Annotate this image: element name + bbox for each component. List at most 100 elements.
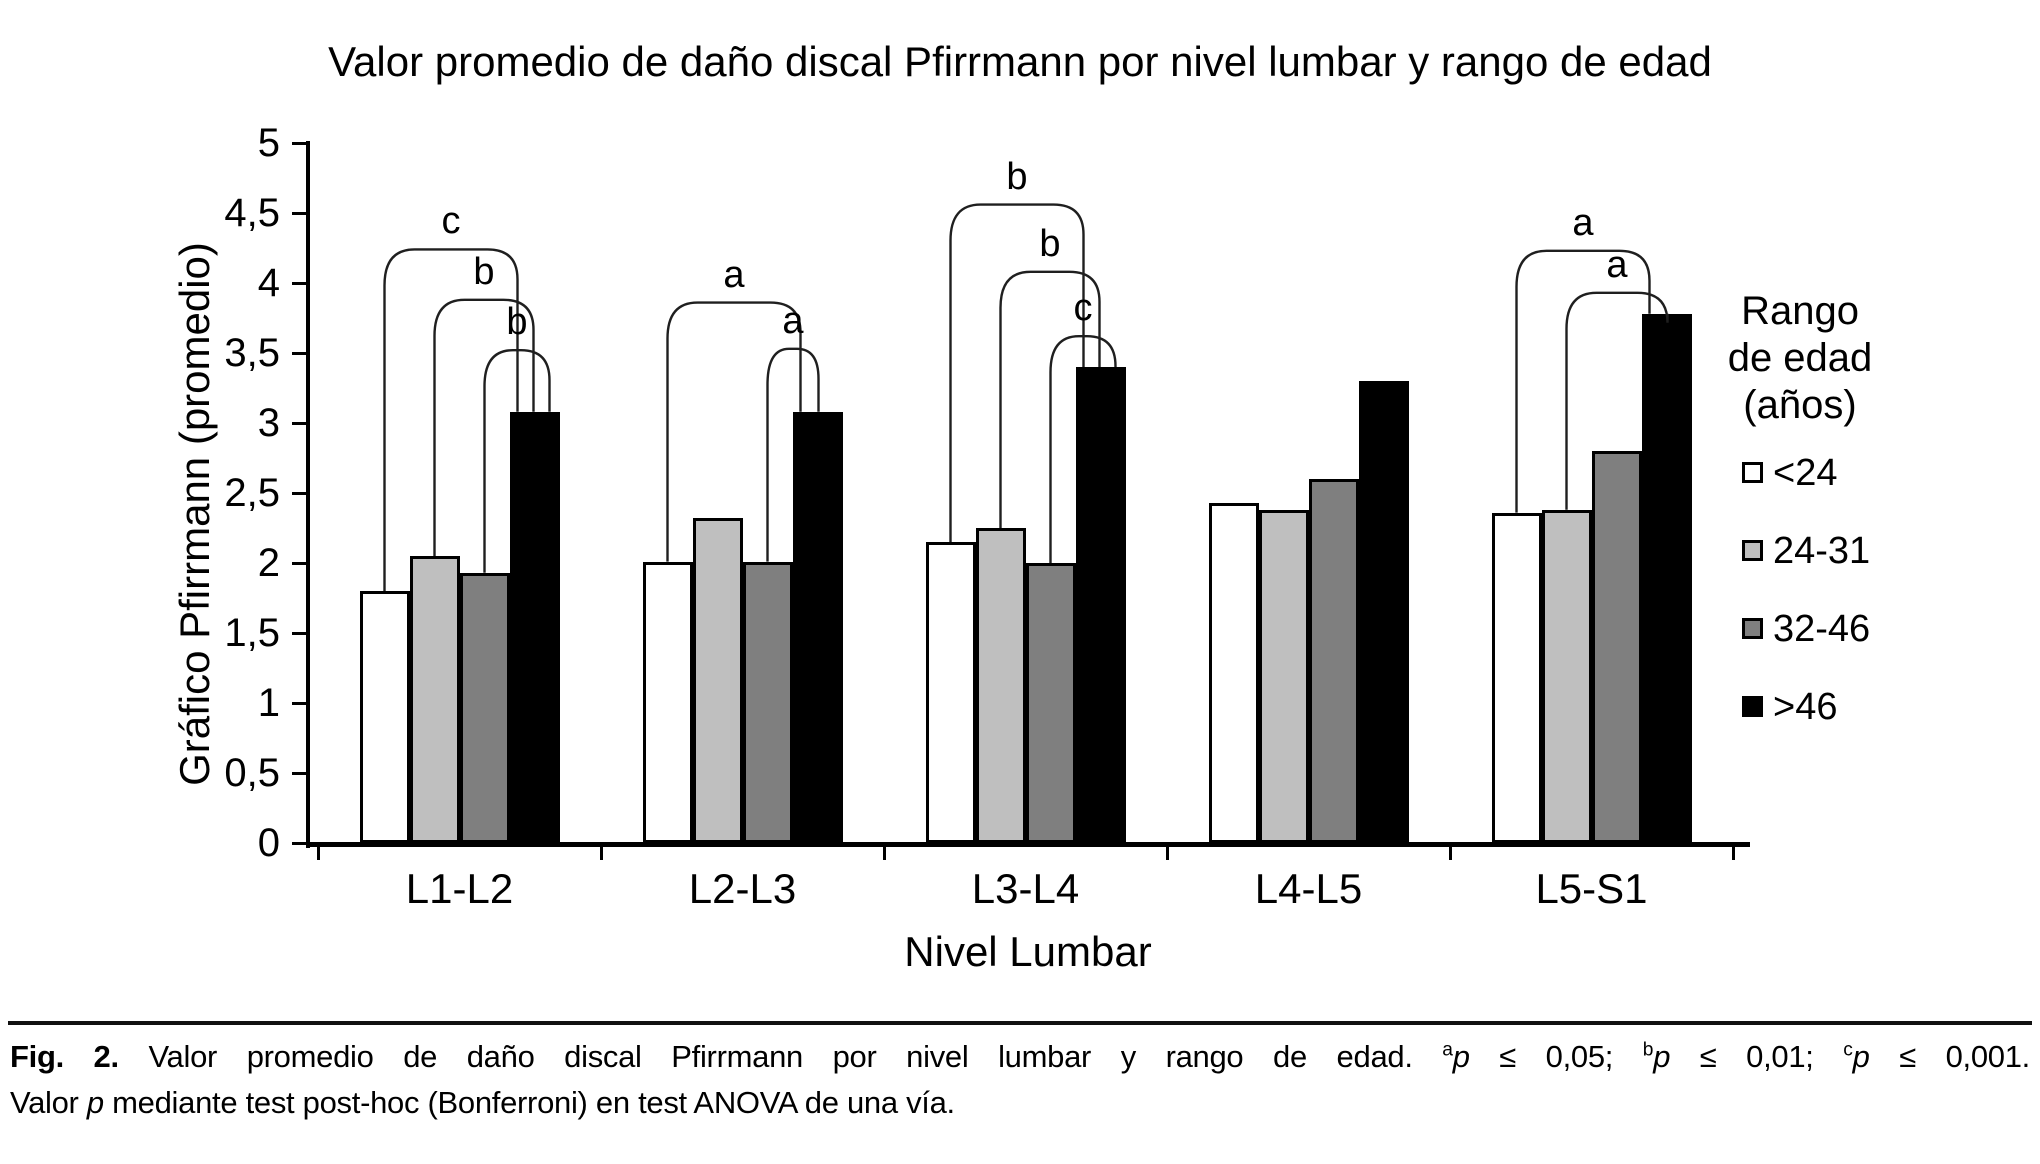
x-category-label: L3-L4: [971, 865, 1080, 912]
caption-segment: Valor: [10, 1085, 87, 1120]
bar-L2-L3-32-46: [742, 561, 793, 843]
legend-item: >46: [1742, 685, 2040, 729]
caption-segment: ≤ 0,05;: [1469, 1039, 1643, 1074]
caption-segment: a: [1442, 1039, 1453, 1061]
x-tick: [316, 847, 320, 860]
bracket-path: [1515, 249, 1651, 513]
caption-segment: p: [1452, 1039, 1470, 1074]
caption-line-1: Fig. 2. Valor promedio de daño discal Pf…: [10, 1036, 2030, 1077]
y-axis-line: [306, 141, 310, 848]
x-tick: [1165, 847, 1169, 860]
y-tick: [292, 141, 307, 145]
y-tick: [292, 491, 307, 495]
y-tick-label: 0: [257, 821, 280, 865]
x-category-label: L4-L5: [1254, 865, 1363, 912]
bar-L3-L4-32-46: [1025, 563, 1076, 843]
legend-label: >46: [1773, 686, 1838, 728]
y-tick: [292, 561, 307, 565]
legend-swatch-icon: [1742, 540, 1763, 561]
caption-segment: Fig. 2.: [10, 1039, 119, 1074]
y-tick-label: 2,5: [224, 471, 280, 515]
legend-label: 24-31: [1773, 530, 1871, 572]
caption-segment: c: [1843, 1039, 1853, 1061]
y-tick-label: 3: [257, 401, 280, 445]
x-tick: [882, 847, 886, 860]
legend-label: 32-46: [1773, 608, 1871, 650]
y-tick: [292, 841, 307, 845]
bracket-path: [1565, 291, 1669, 510]
caption-segment: ≤ 0,01;: [1670, 1039, 1844, 1074]
bar-L1-L2-32-46: [459, 572, 510, 843]
y-tick: [292, 281, 307, 285]
bracket-label: b: [1006, 155, 1028, 198]
bracket-path: [666, 301, 802, 562]
bracket-label: a: [782, 299, 804, 342]
bar-L5-S1-32-46: [1591, 451, 1642, 843]
legend-item: 24-31: [1742, 529, 2040, 573]
bar-L4-L5->46: [1358, 381, 1409, 843]
bar-L2-L3->46: [792, 411, 843, 843]
bar-L3-L4-<24: [925, 542, 976, 843]
y-tick-label: 3,5: [224, 331, 280, 375]
legend: <24 24-31 32-46 >46: [1742, 451, 2040, 781]
plot-area: 0 0,5 1 1,5 2 2,5 3 3,5 4 4,5 5 L1-L2 L2-L3 L3-L4 L4-L…: [224, 121, 1750, 912]
legend-label: <24: [1773, 452, 1838, 494]
bar-L5-S1->46: [1641, 313, 1692, 843]
caption-segment: p: [86, 1085, 104, 1120]
caption-segment: b: [1642, 1039, 1654, 1061]
y-tick: [292, 351, 307, 355]
bar-L1-L2->46: [509, 411, 560, 843]
y-tick: [292, 211, 307, 215]
caption-segment: p: [1653, 1039, 1671, 1074]
x-category-label: L2-L3: [688, 865, 797, 912]
legend-title-line: (años): [1743, 383, 1857, 427]
caption-line-2: Valor p mediante test post-hoc (Bonferro…: [10, 1082, 2030, 1123]
bracket-path: [1049, 335, 1117, 563]
legend-title: Rango de edad (años): [1690, 288, 1910, 429]
bracket-label: a: [723, 253, 745, 296]
bracket-path: [766, 347, 820, 562]
y-tick-label: 2: [257, 541, 280, 585]
bracket-label: c: [441, 200, 461, 243]
bracket-path: [483, 349, 551, 573]
bracket-label: a: [1606, 243, 1628, 286]
y-tick-label: 4: [257, 261, 280, 305]
bar-L1-L2-24-31: [409, 556, 460, 843]
bracket-label: b: [506, 301, 528, 344]
bar-L5-S1-24-31: [1541, 509, 1592, 843]
caption-segment: ≤ 0,001.: [1869, 1039, 2030, 1074]
legend-swatch-icon: [1742, 618, 1763, 639]
significance-brackets: [383, 203, 1669, 591]
y-tick-label: 1: [257, 681, 280, 725]
caption-segment: p: [1852, 1039, 1870, 1074]
y-tick-label: 4,5: [224, 191, 280, 235]
legend-swatch-icon: [1742, 462, 1763, 483]
bar-L4-L5-<24: [1208, 502, 1259, 843]
bar-L4-L5-32-46: [1308, 479, 1359, 843]
x-axis-title: Nivel Lumbar: [904, 928, 1152, 975]
bar-L2-L3-<24: [642, 561, 693, 843]
legend-title-line: Rango: [1741, 289, 1859, 333]
bracket-path: [383, 248, 519, 591]
bar-L1-L2-<24: [359, 591, 410, 843]
bar-L4-L5-24-31: [1258, 509, 1309, 843]
x-category-label: L1-L2: [405, 865, 514, 912]
chart-title: Valor promedio de daño discal Pfirrmann …: [328, 38, 1712, 85]
legend-item: 32-46: [1742, 607, 2040, 651]
bracket-label: c: [1073, 287, 1093, 330]
x-tick: [599, 847, 603, 860]
legend-swatch-icon: [1742, 696, 1763, 717]
y-tick-label: 0,5: [224, 751, 280, 795]
bar-L2-L3-24-31: [692, 518, 743, 843]
legend-item: <24: [1742, 451, 2040, 495]
y-tick-label: 1,5: [224, 611, 280, 655]
bar-L3-L4-24-31: [975, 528, 1026, 843]
caption-segment: Valor promedio de daño discal Pfirrmann …: [118, 1039, 1443, 1074]
x-tick: [1448, 847, 1452, 860]
x-axis-line: [306, 842, 1750, 847]
bracket-label: a: [1572, 201, 1594, 244]
y-tick-label: 5: [257, 121, 280, 165]
y-tick: [292, 701, 307, 705]
y-tick: [292, 771, 307, 775]
